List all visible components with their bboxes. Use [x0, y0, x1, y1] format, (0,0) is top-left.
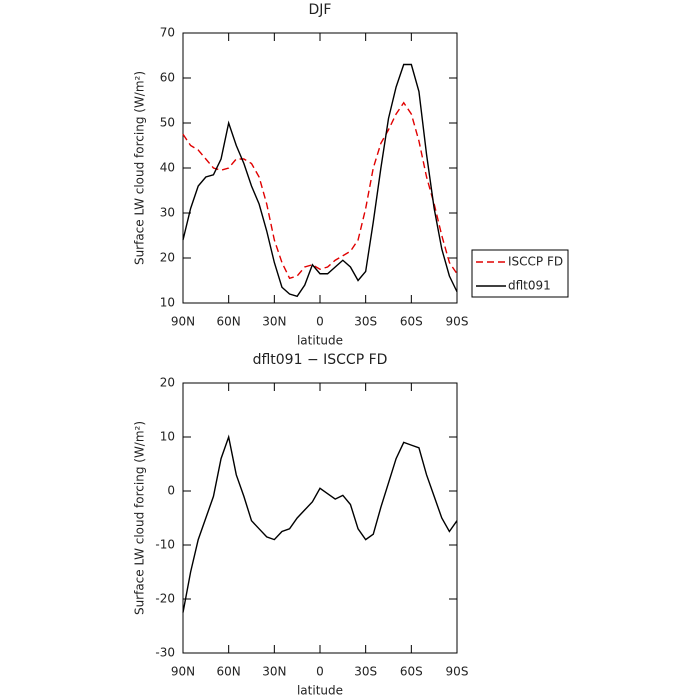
x-tick-label: 30N [262, 315, 286, 329]
data-line [182, 101, 458, 280]
y-tick-label: -10 [155, 538, 175, 552]
y-tick-label: 0 [167, 484, 175, 498]
plot-frame [182, 382, 458, 654]
y-tick-label: 10 [160, 430, 175, 444]
chart-title: DJF [309, 2, 332, 18]
y-tick-label: 70 [160, 26, 175, 40]
y-tick-label: 50 [160, 116, 175, 130]
y-tick-label: 40 [160, 161, 175, 175]
x-tick-label: 0 [316, 315, 324, 329]
y-tick-label: -20 [155, 592, 175, 606]
data-line [182, 434, 458, 613]
legend-label: dflt091 [508, 279, 551, 293]
y-tick-label: 10 [160, 296, 175, 310]
y-axis-label: Surface LW cloud forcing (W/m²) [133, 421, 147, 615]
x-tick-label: 60N [217, 665, 241, 679]
x-tick-label: 90N [171, 315, 195, 329]
y-axis-label: Surface LW cloud forcing (W/m²) [133, 71, 147, 265]
x-tick-label: 90S [446, 665, 469, 679]
x-tick-label: 30S [354, 315, 377, 329]
y-tick-label: -30 [155, 646, 175, 660]
legend-box [471, 249, 569, 298]
x-tick-label: 90N [171, 665, 195, 679]
x-tick-label: 60N [217, 315, 241, 329]
y-tick-label: 20 [160, 376, 175, 390]
x-tick-label: 30N [262, 665, 286, 679]
x-axis-label: latitude [297, 684, 343, 698]
data-line [182, 63, 458, 298]
x-tick-label: 0 [316, 665, 324, 679]
chart-title: dflt091 − ISCCP FD [253, 352, 388, 368]
x-tick-label: 60S [400, 665, 423, 679]
x-tick-label: 30S [354, 665, 377, 679]
legend-label: ISCCP FD [508, 255, 563, 269]
x-tick-label: 90S [446, 315, 469, 329]
x-tick-label: 60S [400, 315, 423, 329]
x-axis-label: latitude [297, 334, 343, 348]
plot-frame [182, 32, 458, 304]
y-tick-label: 20 [160, 251, 175, 265]
y-tick-label: 30 [160, 206, 175, 220]
y-tick-label: 60 [160, 71, 175, 85]
